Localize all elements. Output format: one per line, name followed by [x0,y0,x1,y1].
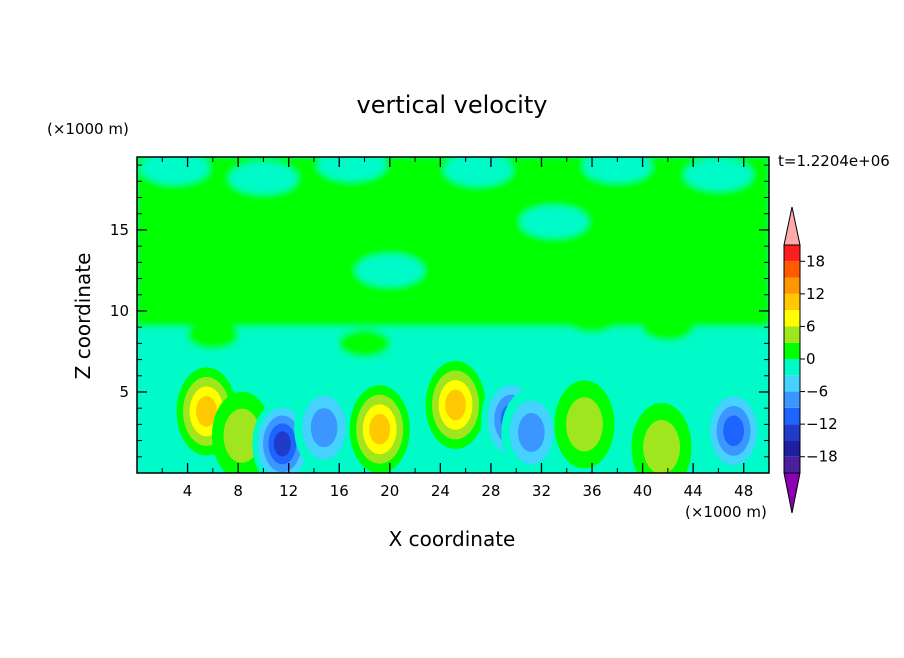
upper-negative-patch [140,157,209,185]
colorbar-label: −18 [806,448,838,466]
colorbar-swatch [784,261,800,278]
x-tick-label: 12 [279,482,298,500]
plot-frame [136,156,770,474]
cell-11 [703,386,764,473]
upper-positive-band [137,157,769,341]
y-axis-ticks: 5 10 15 [110,164,769,458]
colorbar-swatch [784,310,800,327]
colorbar-label: −12 [806,415,838,433]
cell-contour-level [369,413,391,445]
mid-positive-patch [186,321,239,350]
background-bands [137,157,769,384]
plot-area [136,156,770,474]
mid-positive-patch [641,313,694,342]
mid-positive-patch [566,305,619,334]
cell-4 [294,383,355,472]
cell-contour-level [518,412,545,453]
cell-5 [349,385,410,473]
cell-9 [554,380,615,469]
colorbar-label: −6 [806,383,828,401]
upper-negative-patch [229,162,298,195]
colorbar-swatch [784,342,800,359]
x-axis-label: X coordinate [389,527,516,551]
y-axis-label: Z coordinate [71,253,95,380]
x-tick-label: 32 [532,482,551,500]
colorbar-label: 12 [806,285,825,303]
y-tick-label: 15 [110,221,129,239]
colorbar-label: 18 [806,252,825,270]
convective-cells [176,360,764,473]
upper-negative-patch [355,254,424,287]
upper-negative-patch [583,157,652,183]
cell-contour-level [310,408,338,448]
x-tick-label: 40 [633,482,652,500]
colorbar: 18 12 6 0 −6 −12 −18 [783,206,838,514]
cell-contour-level [565,397,603,452]
chart-title: vertical velocity [357,91,548,119]
y-tick-label: 10 [110,302,129,320]
colorbar-over-arrow [783,206,801,246]
contour-field [137,157,769,473]
x-tick-label: 36 [582,482,601,500]
cell-contour-level [273,431,291,457]
colorbar-swatch [784,375,800,392]
x-tick-label: 16 [330,482,349,500]
colorbar-swatch [784,440,800,457]
colorbar-swatch [784,391,800,408]
colorbar-swatch [784,326,800,343]
cell-6 [425,360,486,449]
colorbar-swatch [784,424,800,441]
colorbar-swatch [784,359,800,376]
x-tick-label: 44 [684,482,703,500]
colorbar-swatch [784,245,800,262]
upper-negative-patch [444,157,513,186]
cell-contour-level [643,420,681,473]
x-tick-label: 20 [380,482,399,500]
x-tick-label: 48 [734,482,753,500]
cell-8 [501,388,562,473]
colorbar-label: 0 [806,350,816,368]
x-tick-label: 24 [431,482,450,500]
y-tick-label: 5 [119,383,129,401]
y-unit-label: (×1000 m) [47,120,129,138]
colorbar-swatch [784,456,800,473]
colorbar-label: 6 [806,317,816,335]
colorbar-under-arrow [783,472,801,514]
colorbar-swatch [784,293,800,311]
upper-negative-patch [684,158,753,191]
cell-contour-level [723,415,745,447]
upper-negative-patch [520,205,589,238]
colorbar-swatch [784,407,800,425]
cell-10 [631,403,692,473]
x-axis-ticks: 4 8 12 16 20 24 28 32 36 40 44 48 [161,157,770,500]
cell-contour-level [445,389,466,421]
x-unit-label: (×1000 m) [685,503,767,521]
x-tick-label: 4 [183,482,193,500]
colorbar-swatch [784,277,800,294]
cell-contour-level [223,408,261,463]
upper-negative-patch [317,157,386,182]
x-tick-label: 28 [481,482,500,500]
cell-contour-level [196,396,217,427]
x-tick-label: 8 [233,482,243,500]
time-label: t=1.2204e+06 [778,152,890,170]
mid-positive-patch [338,329,391,358]
